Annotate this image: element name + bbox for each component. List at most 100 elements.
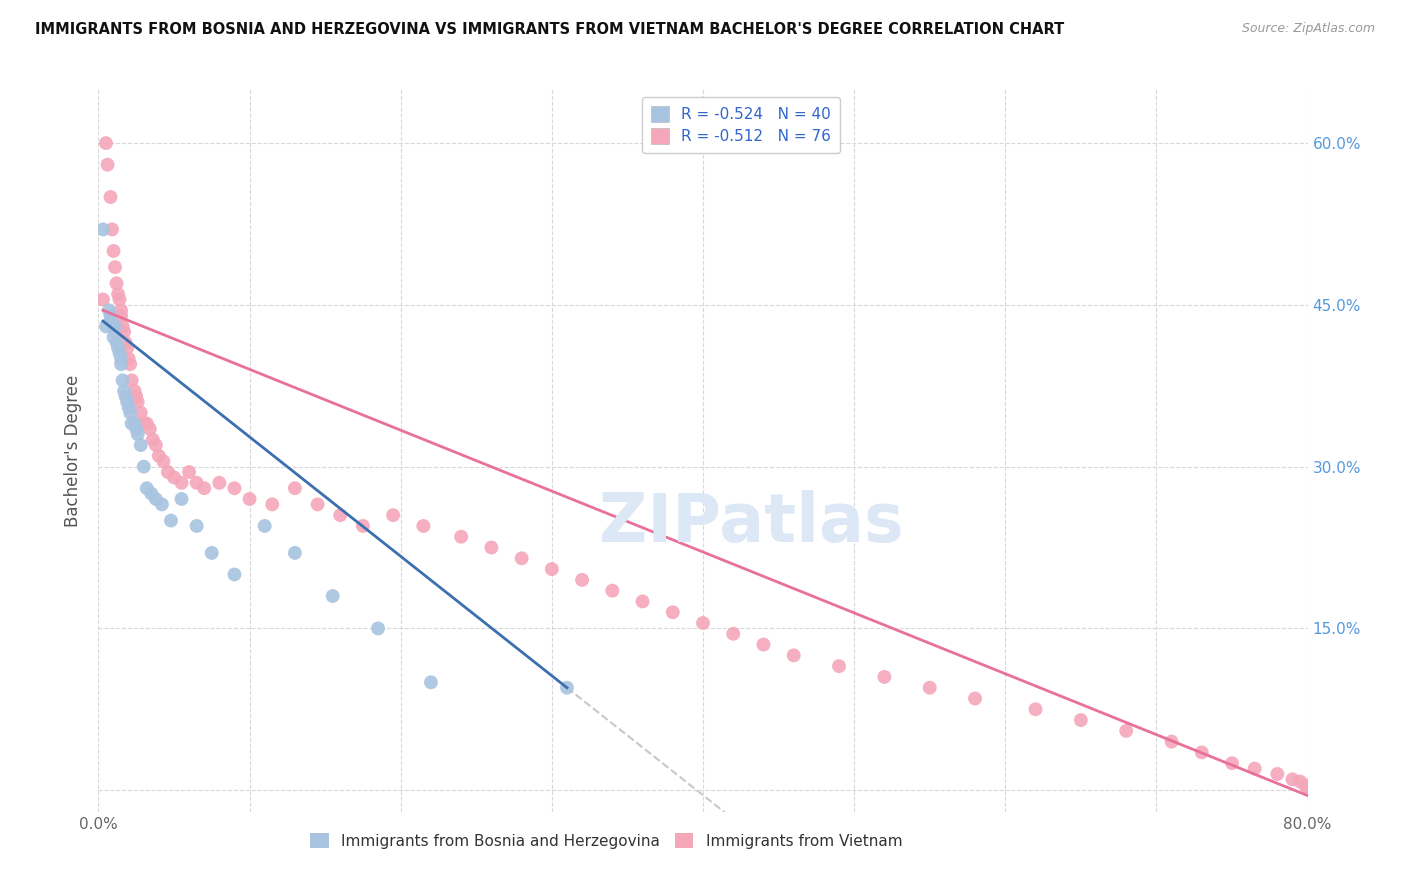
Point <box>104 260 127 274</box>
Point <box>723 627 745 641</box>
Point <box>94 319 117 334</box>
Point <box>110 303 132 318</box>
Point <box>141 486 163 500</box>
Point <box>965 691 987 706</box>
Point <box>103 319 125 334</box>
Point <box>120 357 142 371</box>
Point <box>828 659 851 673</box>
Point <box>125 422 148 436</box>
Point <box>367 621 389 635</box>
Point <box>1243 762 1265 776</box>
Text: IMMIGRANTS FROM BOSNIA AND HERZEGOVINA VS IMMIGRANTS FROM VIETNAM BACHELOR'S DEG: IMMIGRANTS FROM BOSNIA AND HERZEGOVINA V… <box>35 22 1064 37</box>
Point <box>94 136 117 150</box>
Point <box>1299 783 1322 797</box>
Point <box>124 417 146 431</box>
Point <box>284 546 307 560</box>
Point <box>145 491 167 506</box>
Point <box>132 459 155 474</box>
Point <box>208 475 231 490</box>
Point <box>752 638 775 652</box>
Legend: Immigrants from Bosnia and Herzegovina, Immigrants from Vietnam: Immigrants from Bosnia and Herzegovina, … <box>304 827 908 855</box>
Point <box>115 341 138 355</box>
Point <box>1024 702 1046 716</box>
Point <box>1303 786 1326 800</box>
Point <box>186 475 208 490</box>
Point <box>111 373 134 387</box>
Point <box>1160 734 1182 748</box>
Point <box>329 508 352 523</box>
Point <box>540 562 562 576</box>
Point <box>135 481 157 495</box>
Point <box>121 373 143 387</box>
Point <box>139 422 162 436</box>
Point <box>129 406 152 420</box>
Point <box>127 427 149 442</box>
Point <box>150 497 173 511</box>
Point <box>179 465 201 479</box>
Point <box>692 615 714 630</box>
Point <box>160 514 183 528</box>
Text: ZIPatlas: ZIPatlas <box>599 490 904 556</box>
Point <box>91 293 114 307</box>
Point <box>156 465 179 479</box>
Point <box>100 314 122 328</box>
Point <box>118 351 141 366</box>
Point <box>107 287 129 301</box>
Point <box>107 341 129 355</box>
Point <box>108 346 131 360</box>
Point <box>170 475 193 490</box>
Point <box>186 519 208 533</box>
Point <box>193 481 215 495</box>
Point <box>918 681 941 695</box>
Point <box>412 519 434 533</box>
Point <box>450 530 472 544</box>
Point <box>253 519 276 533</box>
Point <box>1115 723 1137 738</box>
Point <box>124 384 146 399</box>
Point <box>103 244 125 258</box>
Point <box>1191 746 1213 760</box>
Point <box>132 417 155 431</box>
Point <box>96 158 118 172</box>
Point <box>112 325 135 339</box>
Point <box>239 491 262 506</box>
Point <box>110 309 132 323</box>
Point <box>135 417 157 431</box>
Point <box>112 384 135 399</box>
Point <box>602 583 624 598</box>
Point <box>481 541 503 555</box>
Point <box>262 497 284 511</box>
Point <box>352 519 374 533</box>
Point <box>105 335 128 350</box>
Point <box>284 481 307 495</box>
Point <box>115 395 138 409</box>
Point <box>105 277 128 291</box>
Point <box>108 293 131 307</box>
Point <box>101 222 124 236</box>
Y-axis label: Bachelor's Degree: Bachelor's Degree <box>65 375 83 526</box>
Point <box>100 309 122 323</box>
Point <box>114 390 136 404</box>
Point <box>142 433 165 447</box>
Point <box>420 675 443 690</box>
Point <box>91 222 114 236</box>
Point <box>118 401 141 415</box>
Text: Source: ZipAtlas.com: Source: ZipAtlas.com <box>1241 22 1375 36</box>
Point <box>170 491 193 506</box>
Point <box>152 454 174 468</box>
Point <box>631 594 654 608</box>
Point <box>127 395 149 409</box>
Point <box>120 406 142 420</box>
Point <box>783 648 806 663</box>
Point <box>148 449 170 463</box>
Point <box>510 551 533 566</box>
Point <box>110 357 132 371</box>
Point <box>103 330 125 344</box>
Point <box>129 438 152 452</box>
Point <box>111 319 134 334</box>
Point <box>382 508 405 523</box>
Point <box>224 481 246 495</box>
Point <box>1267 767 1289 781</box>
Point <box>100 190 122 204</box>
Point <box>110 351 132 366</box>
